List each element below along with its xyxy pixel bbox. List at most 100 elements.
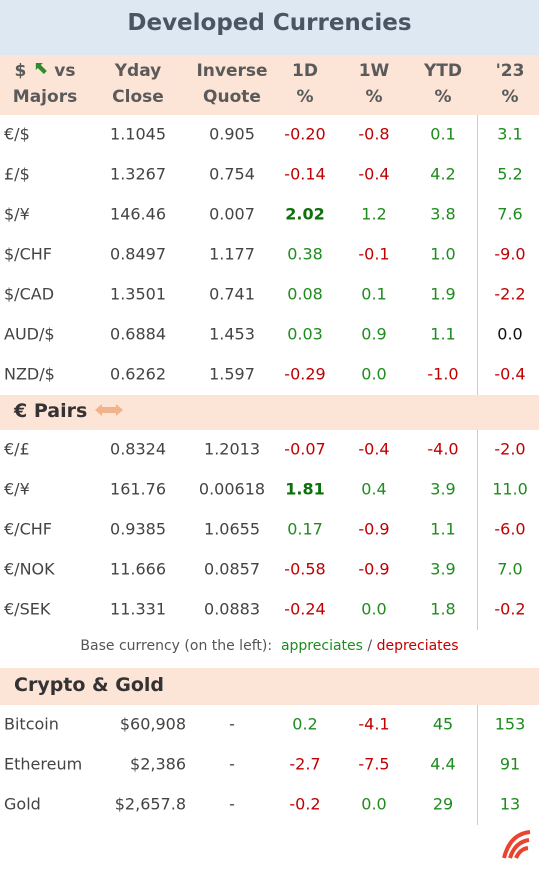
row-label: €/£ bbox=[4, 439, 30, 459]
row-label: $/CHF bbox=[4, 244, 52, 264]
cell: 3.9 bbox=[430, 479, 456, 499]
row-label: $/CAD bbox=[4, 284, 55, 304]
cell: -0.20 bbox=[284, 124, 326, 144]
cell: 153 bbox=[494, 714, 526, 734]
cell: 1.3267 bbox=[110, 164, 166, 184]
cell: -7.5 bbox=[358, 754, 390, 774]
cell: 0.741 bbox=[209, 284, 255, 304]
divider bbox=[477, 705, 478, 825]
cell: 0.2 bbox=[292, 714, 318, 734]
note-up: appreciates bbox=[280, 638, 363, 654]
cell: 0.9385 bbox=[110, 519, 166, 539]
cell: 0.8324 bbox=[110, 439, 166, 459]
cell: 0.0883 bbox=[204, 599, 260, 619]
row-label: Gold bbox=[4, 794, 41, 814]
header-cell: 1D% bbox=[292, 58, 318, 110]
header-band bbox=[0, 55, 539, 115]
header-cell: '23% bbox=[496, 58, 525, 110]
icon bbox=[35, 63, 47, 74]
row-label: €/¥ bbox=[4, 479, 30, 499]
cell: -2.7 bbox=[289, 754, 321, 774]
cell: $60,908 bbox=[119, 714, 186, 734]
header-cell: Yday Close bbox=[112, 58, 164, 110]
cell: 0.8497 bbox=[110, 244, 166, 264]
cell: 0.0857 bbox=[204, 559, 260, 579]
cell: 0.03 bbox=[287, 324, 323, 344]
row-label: £/$ bbox=[4, 164, 30, 184]
cell: 0.0 bbox=[497, 324, 523, 344]
header-text: 1D bbox=[292, 61, 318, 81]
cell: -4.0 bbox=[427, 439, 459, 459]
cell: $2,386 bbox=[130, 754, 186, 774]
row-label: €/$ bbox=[4, 124, 30, 144]
cell: 0.007 bbox=[209, 204, 255, 224]
cell: 7.6 bbox=[497, 204, 523, 224]
cell: 0.0 bbox=[361, 599, 387, 619]
cell: 3.1 bbox=[497, 124, 523, 144]
cell: 0.9 bbox=[361, 324, 387, 344]
header-cell: Inverse Quote bbox=[196, 58, 267, 110]
cell: -0.9 bbox=[358, 519, 390, 539]
cell: 0.6262 bbox=[110, 364, 166, 384]
cell: 146.46 bbox=[110, 204, 166, 224]
header-text: vs bbox=[54, 61, 76, 81]
cell: 4.2 bbox=[430, 164, 456, 184]
cell: 0.6884 bbox=[110, 324, 166, 344]
header-cell: YTD% bbox=[424, 58, 462, 110]
cell: 1.1045 bbox=[110, 124, 166, 144]
cell: -2.0 bbox=[494, 439, 526, 459]
cell: 3.8 bbox=[430, 204, 456, 224]
cell: -0.29 bbox=[284, 364, 326, 384]
note-sep: / bbox=[367, 638, 373, 654]
cell: 0.08 bbox=[287, 284, 323, 304]
cell: 0.00618 bbox=[198, 479, 266, 499]
cell: 5.2 bbox=[497, 164, 523, 184]
note-down: depreciates bbox=[376, 638, 459, 654]
note-text: Base currency (on the left): bbox=[80, 638, 273, 654]
cell: 1.81 bbox=[285, 479, 325, 499]
header-text: Inverse bbox=[196, 61, 268, 81]
row-label: $/¥ bbox=[4, 204, 30, 224]
section-text: € Pairs bbox=[14, 400, 88, 422]
cell: -0.24 bbox=[284, 599, 326, 619]
note: Base currency (on the left): appreciates… bbox=[0, 638, 539, 654]
cell: 2.02 bbox=[285, 204, 325, 224]
cell: -9.0 bbox=[494, 244, 526, 264]
cell: 91 bbox=[499, 754, 521, 774]
section-band bbox=[0, 668, 539, 705]
cell: 1.3501 bbox=[110, 284, 166, 304]
header-text: Close bbox=[112, 87, 164, 107]
cell: -0.07 bbox=[284, 439, 326, 459]
header-text: YTD bbox=[423, 61, 463, 81]
row-label: AUD/$ bbox=[4, 324, 55, 344]
header-cell: 1W% bbox=[359, 58, 390, 110]
cell: 1.1 bbox=[430, 519, 456, 539]
row-label: NZD/$ bbox=[4, 364, 55, 384]
cell: 0.1 bbox=[361, 284, 387, 304]
cell: 11.666 bbox=[110, 559, 166, 579]
cell: 11.0 bbox=[492, 479, 528, 499]
header-text: % bbox=[434, 87, 452, 107]
row-label: Bitcoin bbox=[4, 714, 59, 734]
header-text: % bbox=[296, 87, 314, 107]
header-text: Quote bbox=[203, 87, 261, 107]
cell: 4.4 bbox=[430, 754, 456, 774]
cell: -1.0 bbox=[427, 364, 459, 384]
cell: 0.17 bbox=[287, 519, 323, 539]
cell: 1.8 bbox=[430, 599, 456, 619]
cell: 1.1 bbox=[430, 324, 456, 344]
row-label: Ethereum bbox=[4, 754, 83, 774]
cell: - bbox=[229, 794, 235, 814]
title-band bbox=[0, 0, 539, 55]
cell: 45 bbox=[432, 714, 454, 734]
cell: -0.2 bbox=[289, 794, 321, 814]
cell: -2.2 bbox=[494, 284, 526, 304]
cell: 1.0655 bbox=[204, 519, 260, 539]
cell: -0.14 bbox=[284, 164, 326, 184]
section-title: Crypto & Gold bbox=[14, 674, 164, 696]
cell: -4.1 bbox=[358, 714, 390, 734]
icon bbox=[94, 404, 123, 416]
row-label: €/NOK bbox=[4, 559, 55, 579]
cell: 1.453 bbox=[209, 324, 255, 344]
